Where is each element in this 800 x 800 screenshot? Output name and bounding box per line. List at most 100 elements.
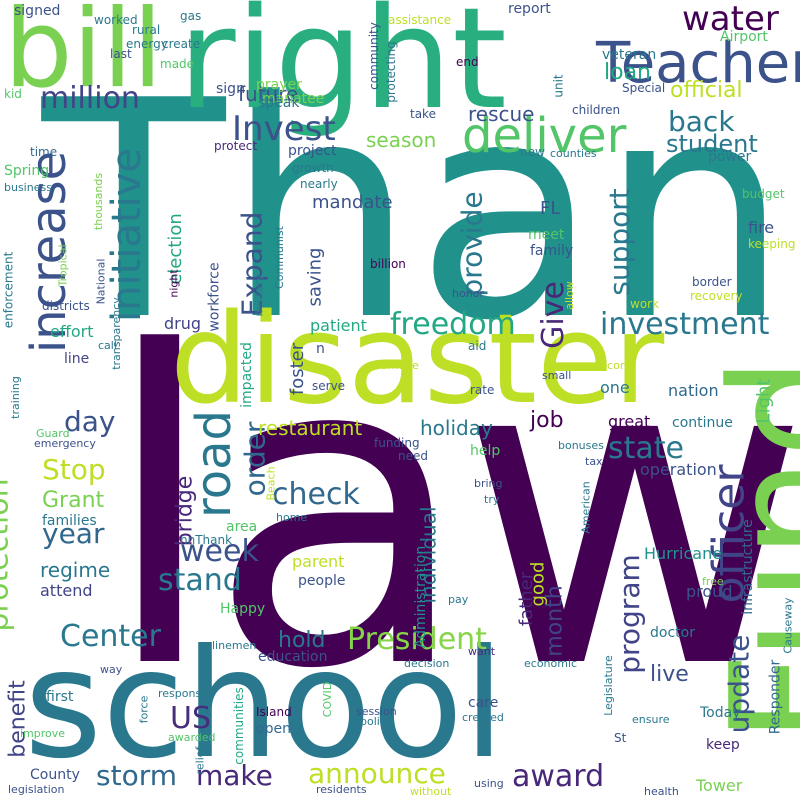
word-fire: fire [748,218,775,237]
word-center: Center [60,619,161,654]
word-manatee: manatee [262,91,325,107]
word-state: state [608,431,684,466]
word-improve: improve [20,727,66,740]
word-grant: Grant [42,488,105,513]
word-parent: parent [292,552,345,571]
word-veteran: veteran [602,47,657,63]
word-report: report [508,1,551,17]
word-energy: energy [126,37,168,51]
word-night: night [167,269,181,298]
word-job: job [530,408,564,433]
word-patient: patient [310,316,367,335]
word-unit: unit [551,74,566,98]
word-rescue: rescue [468,102,535,126]
word-school: school [24,618,505,792]
word-regime: regime [40,558,111,582]
word-bill: bill [4,0,163,112]
word-us: US [170,701,212,736]
word-stand: stand [158,563,242,598]
word-emergency: emergency [34,437,96,450]
word-thousands: thousands [92,172,106,231]
word-health: health [644,785,679,798]
word-community: community [366,22,381,90]
word-way: way [100,663,123,676]
word-day: day [64,405,116,438]
word-last: last [110,47,132,61]
word-program: program [612,554,646,674]
word-proud: proud [686,582,733,601]
word-legislation: legislation [8,783,65,796]
word-education: education [258,649,328,665]
word-foster: foster [287,342,309,396]
word-storm: storm [96,759,177,792]
word-new: new [520,145,545,159]
word-force: force [137,695,151,724]
word-hold: hold [278,628,326,653]
word-need: need [398,449,428,463]
word-workforce: workforce [206,262,223,332]
word-families: families [42,513,97,529]
word-light: Light [753,378,775,424]
word-make: make [196,759,273,792]
word-police: police [360,715,393,728]
word-recovery: recovery [690,289,743,303]
word-districts: districts [42,299,90,313]
word-military: military [252,274,266,317]
word-kid: kid [4,87,22,101]
word-create: create [162,37,201,51]
word-county: County [30,767,80,783]
word-nnthank: nnThank [180,533,233,547]
word-drug: drug [164,314,202,333]
word-response: response [158,687,208,700]
word-growth: growth [292,161,334,175]
word-want: want [468,645,496,658]
word-honor: honor [452,287,484,300]
word-support: support [602,188,636,296]
word-covid: COVID [321,681,335,718]
word-freedom: freedom [390,307,516,342]
word-economic: economic [524,657,578,670]
word-pay: pay [448,593,469,606]
word-good: good [527,561,549,607]
word-line: line [64,351,90,367]
word-benefit: benefit [5,680,31,758]
word-record: record [596,359,632,372]
word-ensure: ensure [632,713,670,726]
word-fl: FL [540,198,561,219]
word-awarded: awarded [168,731,216,744]
word-special: Special [622,81,666,95]
word-season: season [366,128,437,152]
word-family: family [530,243,574,259]
word-free: free [702,575,724,588]
word-end: end [456,55,479,69]
word-infrastructure: infrastructure [739,519,756,615]
word-live: live [650,662,689,687]
word-water: water [682,0,779,39]
word-care: care [468,695,499,711]
word-allow: allow [562,281,576,310]
word-mandate: mandate [312,192,393,213]
word-residents: residents [316,783,367,796]
word-prayer: prayer [256,77,302,93]
word-without: without [410,785,452,798]
word-n: n [316,341,325,357]
word-signed: signed [14,3,61,19]
word-serve: serve [312,379,346,393]
word-award: award [512,759,605,794]
word-airport: Airport [720,29,768,45]
word-nation: nation [668,381,719,400]
word-attend: attend [40,581,93,600]
word-stop: Stop [42,453,106,486]
word-tropical: Tropical [56,244,70,287]
word-meet: meet [528,227,565,243]
word-happy: Happy [220,601,266,617]
word-back: back [668,105,735,138]
word-holiday: holiday [420,416,493,440]
word-children: children [572,103,621,117]
word-take: take [410,107,436,121]
word-linemen: linemen [212,639,257,652]
word-guard: Guard [36,427,70,440]
word-aid: aid [468,339,487,353]
word-administration: Administration [413,545,430,649]
word-help: help [470,443,501,459]
